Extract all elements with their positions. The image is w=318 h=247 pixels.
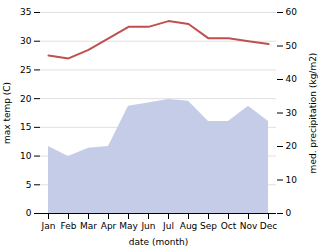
svg-text:15: 15: [20, 122, 31, 132]
svg-text:Nov: Nov: [240, 221, 258, 231]
svg-text:Oct: Oct: [221, 221, 237, 231]
svg-text:35: 35: [20, 7, 31, 17]
svg-text:Sep: Sep: [200, 221, 217, 231]
svg-text:10: 10: [286, 175, 298, 185]
svg-text:60: 60: [286, 7, 298, 17]
svg-text:10: 10: [20, 151, 32, 161]
svg-text:40: 40: [286, 74, 298, 84]
svg-text:Feb: Feb: [61, 221, 77, 231]
svg-text:50: 50: [286, 41, 298, 51]
svg-text:Jun: Jun: [140, 221, 155, 231]
svg-text:Jul: Jul: [162, 221, 174, 231]
svg-text:Jan: Jan: [41, 221, 56, 231]
svg-text:Apr: Apr: [101, 221, 117, 231]
svg-text:max temp (C): max temp (C): [2, 82, 12, 144]
svg-text:Aug: Aug: [180, 221, 198, 231]
svg-text:date (month): date (month): [129, 237, 188, 247]
svg-text:20: 20: [20, 94, 32, 104]
svg-text:med. precipitation (kg/m2): med. precipitation (kg/m2): [308, 53, 318, 174]
svg-text:5: 5: [26, 180, 32, 190]
svg-text:0: 0: [286, 208, 292, 218]
svg-text:25: 25: [20, 65, 31, 75]
svg-text:Dec: Dec: [260, 221, 277, 231]
svg-text:30: 30: [286, 108, 298, 118]
svg-text:May: May: [119, 221, 138, 231]
svg-text:Mar: Mar: [80, 221, 97, 231]
svg-text:20: 20: [286, 141, 298, 151]
svg-text:30: 30: [20, 36, 32, 46]
svg-text:0: 0: [26, 208, 32, 218]
